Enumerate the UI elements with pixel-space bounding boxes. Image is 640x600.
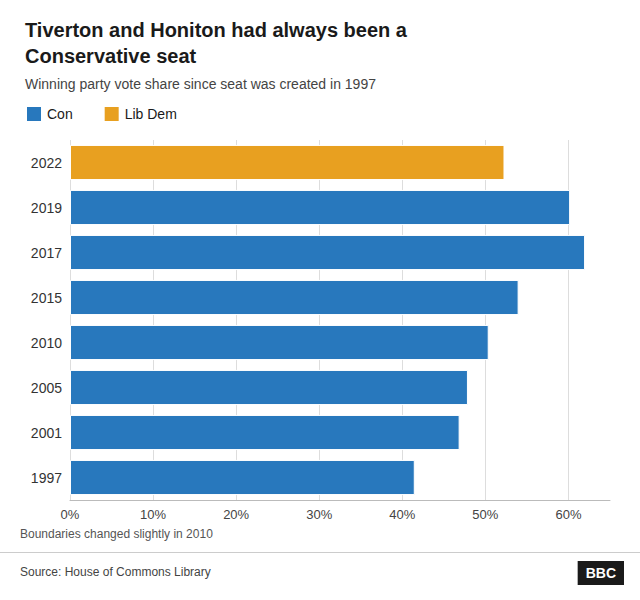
svg-text:0%: 0% — [61, 507, 80, 522]
svg-text:2005: 2005 — [31, 380, 62, 396]
svg-text:2001: 2001 — [31, 425, 62, 441]
svg-text:Conservative seat: Conservative seat — [25, 45, 197, 67]
svg-text:BBC: BBC — [586, 565, 616, 581]
svg-text:50%: 50% — [472, 507, 498, 522]
svg-text:60%: 60% — [555, 507, 581, 522]
svg-text:2019: 2019 — [31, 200, 62, 216]
svg-text:Tiverton and Honiton had alway: Tiverton and Honiton had always been a — [25, 19, 408, 41]
svg-text:10%: 10% — [140, 507, 166, 522]
svg-text:Source: House of Commons Libra: Source: House of Commons Library — [20, 565, 211, 579]
svg-text:40%: 40% — [389, 507, 415, 522]
svg-text:Winning party vote share since: Winning party vote share since seat was … — [25, 76, 376, 92]
svg-text:Lib Dem: Lib Dem — [125, 106, 177, 122]
svg-text:20%: 20% — [223, 507, 249, 522]
svg-text:2022: 2022 — [31, 155, 62, 171]
svg-text:2010: 2010 — [31, 335, 62, 351]
svg-text:2015: 2015 — [31, 290, 62, 306]
svg-text:30%: 30% — [306, 507, 332, 522]
svg-text:Boundaries changed slightly in: Boundaries changed slightly in 2010 — [20, 527, 213, 541]
svg-text:Con: Con — [47, 106, 73, 122]
svg-text:1997: 1997 — [31, 470, 62, 486]
svg-text:2017: 2017 — [31, 245, 62, 261]
